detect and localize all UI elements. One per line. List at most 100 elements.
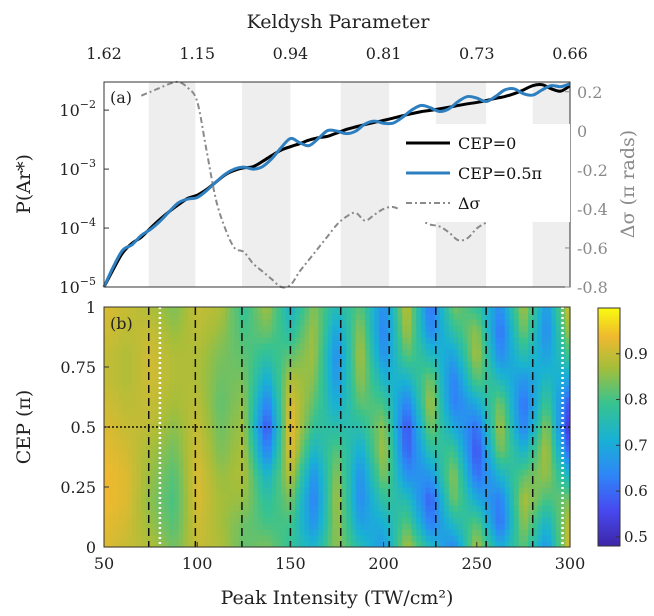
heatmap-cell (462, 451, 469, 458)
heatmap-cell (211, 523, 217, 530)
heatmap-cell (490, 499, 497, 506)
heatmap-cell (458, 379, 464, 386)
heatmap-cell (369, 517, 375, 524)
heatmap-cell (453, 307, 459, 314)
heatmap-cell (220, 325, 226, 332)
heatmap-cell (542, 469, 548, 476)
heatmap-cell (402, 319, 408, 326)
heatmap-cell (318, 517, 324, 524)
heatmap-cell (495, 343, 501, 350)
heatmap-cell (350, 517, 357, 524)
heatmap-cell (243, 325, 250, 332)
heatmap-cell (383, 535, 389, 542)
heatmap-cell (490, 391, 497, 398)
heatmap-cell (364, 487, 371, 494)
heatmap-cell (430, 415, 436, 422)
heatmap-cell (448, 415, 455, 422)
heatmap-cell (290, 337, 296, 344)
heatmap-cell (178, 499, 184, 506)
heatmap-cell (397, 493, 403, 500)
heatmap-cell (136, 481, 142, 488)
heatmap-cell (169, 517, 175, 524)
heatmap-cell (434, 529, 441, 536)
heatmap-cell (187, 457, 194, 464)
heatmap-cell (108, 331, 114, 338)
heatmap-cell (229, 325, 236, 332)
heatmap-cell (532, 433, 538, 440)
heatmap-cell (392, 325, 399, 332)
heatmap-cell (113, 463, 119, 470)
heatmap-cell (257, 421, 264, 428)
heatmap-cell (504, 523, 511, 530)
heatmap-cell (411, 367, 417, 374)
heatmap-cell (323, 391, 329, 398)
heatmap-cell (131, 421, 138, 428)
heatmap-cell (197, 493, 203, 500)
heatmap-cell (206, 439, 212, 446)
heatmap-cell (215, 541, 222, 548)
heatmap-cell (225, 361, 231, 368)
heatmap-cell (453, 463, 459, 470)
heatmap-cell (374, 541, 380, 548)
heatmap-cell (476, 439, 483, 446)
heatmap-cell (509, 415, 515, 422)
heatmap-cell (369, 541, 375, 548)
heatmap-cell (327, 433, 333, 440)
keldysh-tick: 1.15 (179, 44, 215, 63)
heatmap-cell (183, 403, 189, 410)
heatmap-cell (420, 337, 427, 344)
heatmap-cell (299, 415, 305, 422)
heatmap-cell (565, 541, 571, 548)
heatmap-cell (113, 331, 119, 338)
heatmap-cell (243, 349, 250, 356)
heatmap-cell (378, 433, 385, 440)
heatmap-cell (253, 349, 259, 356)
heatmap-cell (206, 367, 212, 374)
heatmap-cell (472, 325, 478, 332)
heatmap-cell (239, 457, 245, 464)
heatmap-cell (220, 385, 226, 392)
heatmap-cell (253, 361, 259, 368)
heatmap-cell (104, 529, 110, 536)
heatmap-cell (136, 331, 142, 338)
heatmap-cell (127, 391, 133, 398)
heatmap-cell (364, 319, 371, 326)
shaded-band (148, 82, 196, 287)
heatmap-cell (290, 415, 296, 422)
heatmap-cell (108, 379, 114, 386)
heatmap-cell (374, 373, 380, 380)
heatmap-cell (187, 505, 194, 512)
heatmap-cell (136, 367, 142, 374)
heatmap-cell (518, 403, 524, 410)
heatmap-cell (453, 439, 459, 446)
heatmap-cell (434, 457, 441, 464)
heatmap-cell (187, 367, 194, 374)
heatmap-cell (229, 337, 236, 344)
heatmap-cell (173, 391, 180, 398)
heatmap-cell (518, 391, 524, 398)
heatmap-cell (360, 499, 366, 506)
heatmap-cell (313, 487, 319, 494)
heatmap-cell (192, 355, 198, 362)
heatmap-cell (556, 445, 562, 452)
heatmap-cell (276, 511, 282, 518)
heatmap-cell (406, 529, 413, 536)
heatmap-cell (257, 349, 264, 356)
heatmap-cell (299, 511, 305, 518)
heatmap-cell (369, 505, 375, 512)
heatmap-cell (565, 337, 571, 344)
heatmap-cell (337, 409, 343, 416)
heatmap-cell (406, 391, 413, 398)
heatmap-cell (481, 307, 487, 314)
heatmap-cell (290, 517, 296, 524)
heatmap-cell (518, 319, 524, 326)
heatmap-cell (542, 529, 548, 536)
heatmap-cell (360, 379, 366, 386)
heatmap-cell (201, 475, 208, 482)
heatmap-cell (127, 481, 133, 488)
heatmap-cell (383, 355, 389, 362)
heatmap-cell (500, 415, 506, 422)
heatmap-cell (490, 445, 497, 452)
heatmap-cell (239, 367, 245, 374)
heatmap-cell (309, 379, 315, 386)
